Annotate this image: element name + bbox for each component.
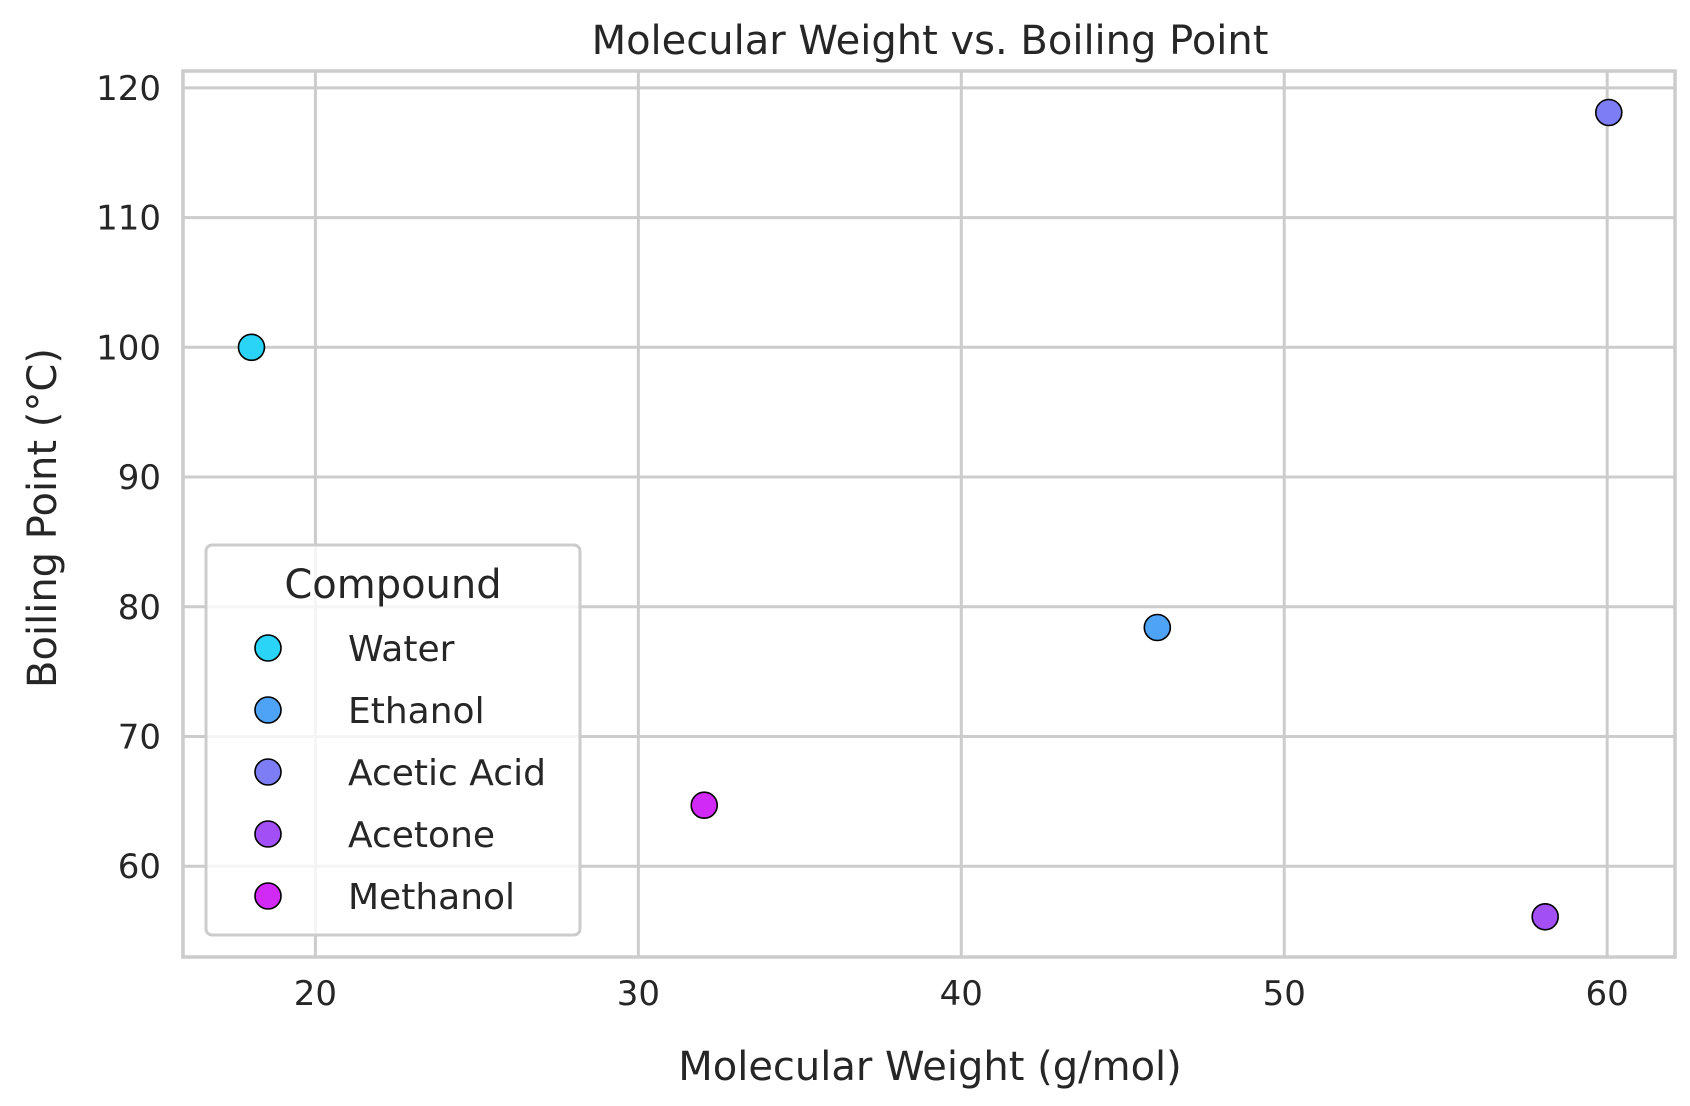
legend-box (204, 543, 582, 937)
legend-title: Compound (284, 562, 501, 608)
legend-label: Acetic Acid (348, 753, 546, 794)
y-tick-label: 100 (96, 328, 161, 368)
plot-frame (181, 69, 1677, 959)
data-point (1531, 902, 1559, 931)
y-tick-label: 60 (118, 847, 161, 887)
legend: Compound Water Ethanol Acetic Acid Acetone M… (204, 543, 582, 937)
x-tick-label: 40 (940, 974, 983, 1014)
legend-label: Methanol (348, 877, 515, 918)
y-axis-label: Boiling Point (°C) (20, 348, 66, 688)
legend-items: Water Ethanol Acetic Acid Acetone Methanol (254, 629, 546, 918)
legend-label: Ethanol (348, 691, 485, 732)
legend-label: Acetone (348, 815, 495, 856)
data-point (1143, 613, 1172, 642)
ticks-layer: 20 30 40 50 60 60 70 80 90 100 110 120 (96, 69, 1629, 1014)
data-point (237, 333, 266, 362)
data-point (1594, 98, 1623, 127)
x-tick-label: 50 (1263, 974, 1306, 1014)
x-axis-label: Molecular Weight (g/mol) (678, 1044, 1182, 1090)
legend-marker (254, 634, 282, 662)
legend-marker (254, 882, 282, 910)
x-tick-label: 30 (617, 974, 660, 1014)
data-point (690, 791, 719, 820)
legend-marker (254, 820, 282, 848)
x-tick-label: 20 (294, 974, 337, 1014)
y-tick-label: 80 (118, 588, 161, 628)
chart-title: Molecular Weight vs. Boiling Point (592, 18, 1269, 64)
y-tick-label: 120 (96, 69, 161, 109)
points-layer (237, 98, 1623, 931)
legend-marker (254, 758, 282, 786)
y-tick-label: 90 (118, 458, 161, 498)
y-tick-label: 70 (118, 717, 161, 757)
legend-marker (254, 696, 282, 724)
legend-label: Water (348, 629, 455, 670)
y-tick-label: 110 (96, 199, 161, 239)
x-tick-label: 60 (1586, 974, 1629, 1014)
